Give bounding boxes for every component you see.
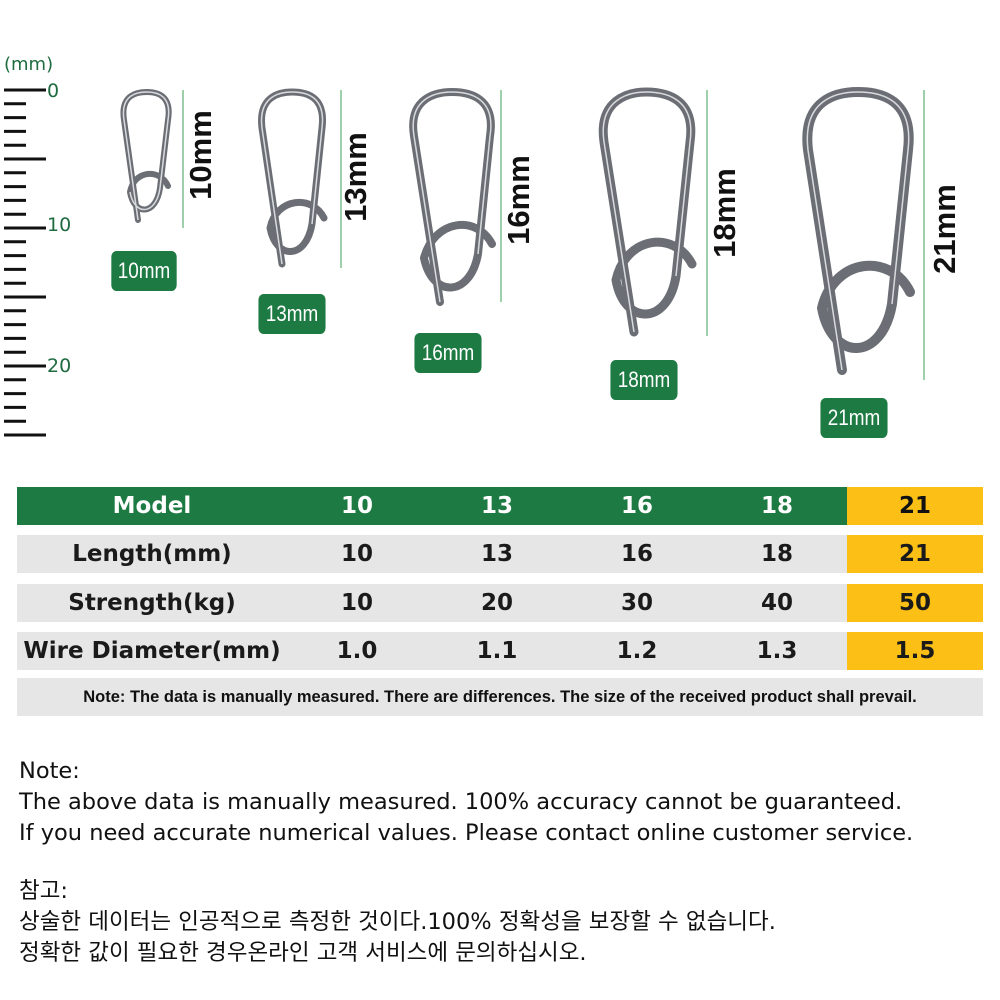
snap-image-18mm xyxy=(598,87,697,337)
table-cell: 1.3 xyxy=(756,638,798,664)
note-line-en-1: The above data is manually measured. 100… xyxy=(19,789,903,815)
table-cell: 18 xyxy=(760,541,793,567)
note-line-en-2: If you need accurate numerical values. P… xyxy=(19,820,914,846)
size-badge-13mm: 13mm xyxy=(258,294,326,334)
snap-image-21mm xyxy=(802,86,915,375)
table-cell: 16 xyxy=(620,541,653,567)
dimension-label-21mm: 21mm xyxy=(927,184,962,274)
note-line-ko-2: 정확한 값이 필요한 경우온라인 고객 서비스에 문의하십시오. xyxy=(19,940,587,966)
size-badge-18mm: 18mm xyxy=(610,360,678,400)
dimension-label-10mm: 10mm xyxy=(183,110,218,200)
table-cell: 30 xyxy=(620,590,653,616)
note-line-ko-1: 상술한 데이터는 인공적으로 측정한 것이다.100% 정확성을 보장할 수 없… xyxy=(19,909,776,935)
snap-image-13mm xyxy=(258,88,328,268)
table-cell: 1.1 xyxy=(476,638,518,664)
table-row-label: Wire Diameter(mm) xyxy=(23,638,281,664)
dimension-line-13mm xyxy=(340,90,342,268)
table-note: Note: The data is manually measured. The… xyxy=(17,678,983,716)
dimension-label-18mm: 18mm xyxy=(707,168,742,258)
table-cell-highlight: 21 xyxy=(847,487,983,525)
ruler xyxy=(4,88,46,437)
dimension-line-18mm xyxy=(706,90,708,336)
table-cell-highlight: 1.5 xyxy=(847,632,983,670)
table-cell: 10 xyxy=(340,541,373,567)
table-cell: 16 xyxy=(620,493,653,519)
snap-image-10mm xyxy=(120,88,172,223)
table-header-label: Model xyxy=(112,493,192,519)
size-badge-16mm: 16mm xyxy=(414,333,482,373)
dimension-label-13mm: 13mm xyxy=(338,132,373,222)
table-row-strength: Strength(kg) 10 20 30 40 50 xyxy=(17,584,983,622)
table-cell: 13 xyxy=(480,493,513,519)
dimension-line-21mm xyxy=(923,90,925,380)
table-cell: 18 xyxy=(760,493,793,519)
ruler-unit-label: (mm) xyxy=(4,54,54,75)
table-row-length: Length(mm) 10 13 16 18 21 xyxy=(17,535,983,573)
snap-image-16mm xyxy=(409,87,496,306)
ruler-label-0: 0 xyxy=(47,80,60,102)
table-cell: 1.2 xyxy=(616,638,658,664)
size-badge-10mm: 10mm xyxy=(111,251,177,291)
note-heading-ko: 참고: xyxy=(19,878,68,904)
dimension-line-16mm xyxy=(500,90,502,302)
table-row-label: Strength(kg) xyxy=(68,590,236,616)
table-cell-highlight: 50 xyxy=(847,584,983,622)
dimension-label-16mm: 16mm xyxy=(501,155,536,245)
size-badge-21mm: 21mm xyxy=(820,398,888,438)
table-row-label: Length(mm) xyxy=(72,541,232,567)
table-cell: 10 xyxy=(340,493,373,519)
table-row-wire-diameter: Wire Diameter(mm) 1.0 1.1 1.2 1.3 1.5 xyxy=(17,632,983,670)
table-header-row: Model 10 13 16 18 21 xyxy=(17,487,983,525)
table-cell-highlight: 21 xyxy=(847,535,983,573)
table-cell: 10 xyxy=(340,590,373,616)
table-cell: 40 xyxy=(760,590,793,616)
ruler-label-10: 10 xyxy=(47,214,72,236)
note-heading-en: Note: xyxy=(19,758,80,784)
table-cell: 1.0 xyxy=(336,638,378,664)
dimension-line-10mm xyxy=(182,90,184,228)
table-cell: 20 xyxy=(480,590,513,616)
table-cell: 13 xyxy=(480,541,513,567)
ruler-label-20: 20 xyxy=(47,355,72,377)
